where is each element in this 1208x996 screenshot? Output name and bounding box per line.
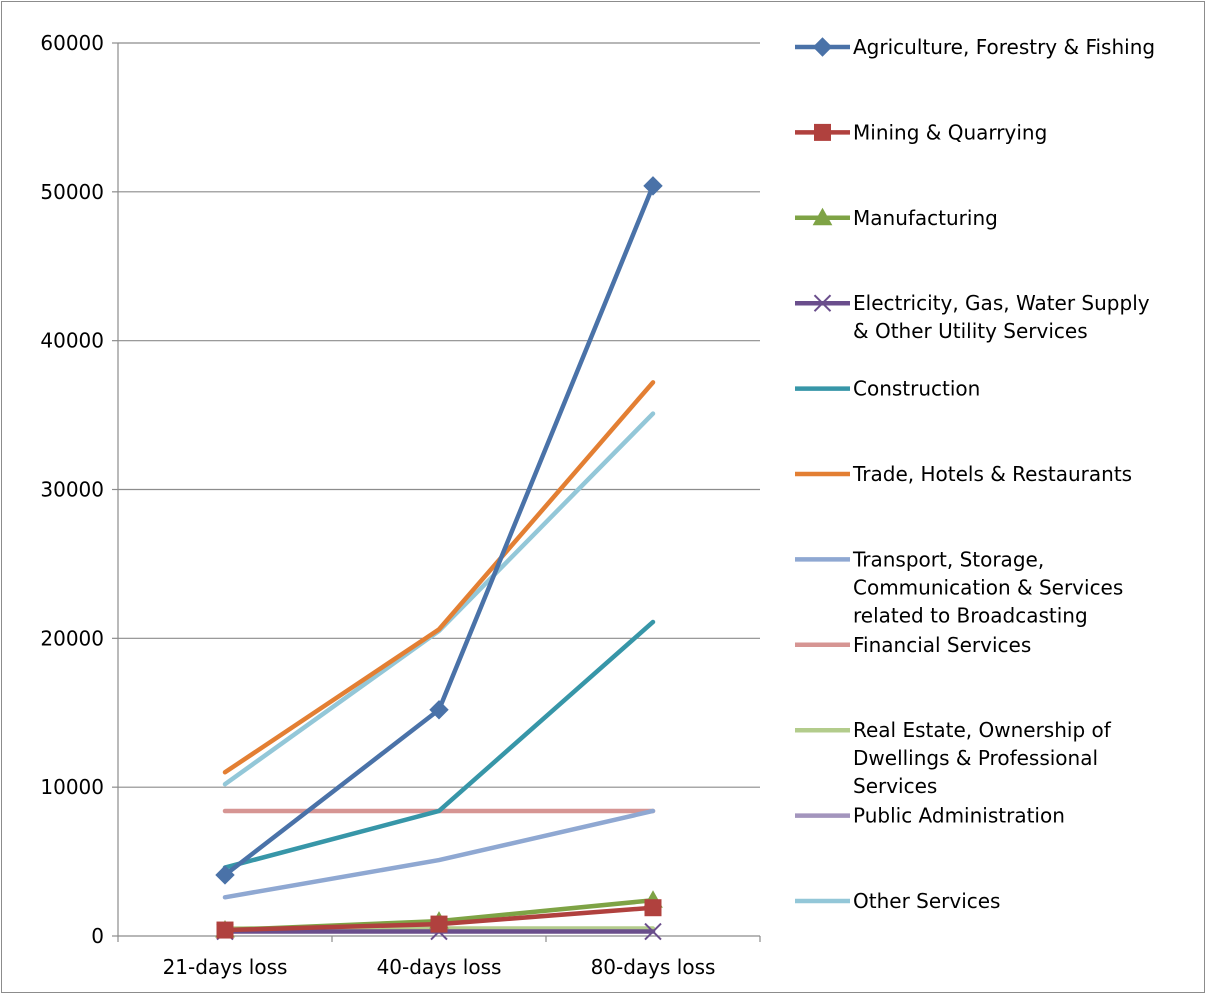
legend-label: Agriculture, Forestry & Fishing xyxy=(853,35,1155,59)
legend-label: Electricity, Gas, Water Supply xyxy=(853,291,1150,315)
y-tick-label: 40000 xyxy=(40,329,104,353)
legend-entry: Financial Services xyxy=(795,633,1031,657)
legend-label: Communication & Services xyxy=(853,575,1123,599)
legend-label: Public Administration xyxy=(853,804,1065,828)
legend-label: Real Estate, Ownership of xyxy=(853,718,1112,742)
legend-entry: Trade, Hotels & Restaurants xyxy=(795,462,1132,486)
series-7 xyxy=(222,808,656,900)
legend-entry: Other Services xyxy=(795,889,1000,913)
legend-label: Mining & Quarrying xyxy=(853,120,1047,144)
legend-label: Other Services xyxy=(853,889,1000,913)
x-tick-label: 40-days loss xyxy=(377,955,502,979)
legend-entry: Construction xyxy=(795,377,980,401)
legend-label: Dwellings & Professional xyxy=(853,746,1098,770)
legend-entry: Mining & Quarrying xyxy=(795,120,1047,144)
data-point xyxy=(644,922,662,941)
data-point xyxy=(643,176,663,196)
y-tick-label: 20000 xyxy=(40,626,104,650)
legend-entry: Manufacturing xyxy=(795,206,998,230)
legend-entry: Agriculture, Forestry & Fishing xyxy=(795,35,1155,59)
series-line xyxy=(222,619,656,870)
legend-label: Financial Services xyxy=(853,633,1031,657)
legend-entry: Transport, Storage, Communication & Servi… xyxy=(795,547,1123,627)
y-tick-label: 10000 xyxy=(40,775,104,799)
series-line xyxy=(222,380,656,775)
legend-label: Construction xyxy=(853,377,980,401)
series-lines xyxy=(215,176,663,941)
data-point xyxy=(430,915,448,933)
legend-label: Transport, Storage, xyxy=(852,547,1044,571)
x-tick-label: 80-days loss xyxy=(591,955,716,979)
axes: 0 10000 20000 30000 40000 50000 60000 21-days l… xyxy=(40,31,761,979)
data-point xyxy=(215,865,235,885)
legend-label: related to Broadcasting xyxy=(853,603,1088,627)
legend-marker xyxy=(814,123,831,141)
y-tick-label: 60000 xyxy=(40,31,104,55)
series-1 xyxy=(215,176,663,885)
x-tick-label: 21-days loss xyxy=(163,955,288,979)
legend: Agriculture, Forestry & Fishing Mining & … xyxy=(795,35,1155,913)
series-6 xyxy=(222,380,656,775)
series-line xyxy=(222,808,656,900)
series-2 xyxy=(216,899,662,939)
legend-marker xyxy=(812,37,833,57)
y-tick-label: 30000 xyxy=(40,478,104,502)
data-point xyxy=(216,921,234,939)
series-line xyxy=(222,183,656,878)
legend-label: Trade, Hotels & Restaurants xyxy=(852,462,1132,486)
series-5 xyxy=(222,619,656,870)
legend-marker xyxy=(813,294,832,312)
legend-marker xyxy=(812,207,833,226)
y-tick-label: 0 xyxy=(91,924,104,948)
legend-entry: Electricity, Gas, Water Supply & Other Ut… xyxy=(795,291,1150,343)
gridlines xyxy=(118,42,760,788)
legend-label: Manufacturing xyxy=(853,206,998,230)
legend-label: Services xyxy=(853,774,937,798)
legend-entry: Real Estate, Ownership of Dwellings & Pro… xyxy=(795,718,1112,798)
data-point xyxy=(644,899,662,917)
legend-entry: Public Administration xyxy=(795,804,1065,828)
data-point xyxy=(429,700,449,720)
y-tick-label: 50000 xyxy=(40,180,104,204)
legend-label: & Other Utility Services xyxy=(853,319,1088,343)
